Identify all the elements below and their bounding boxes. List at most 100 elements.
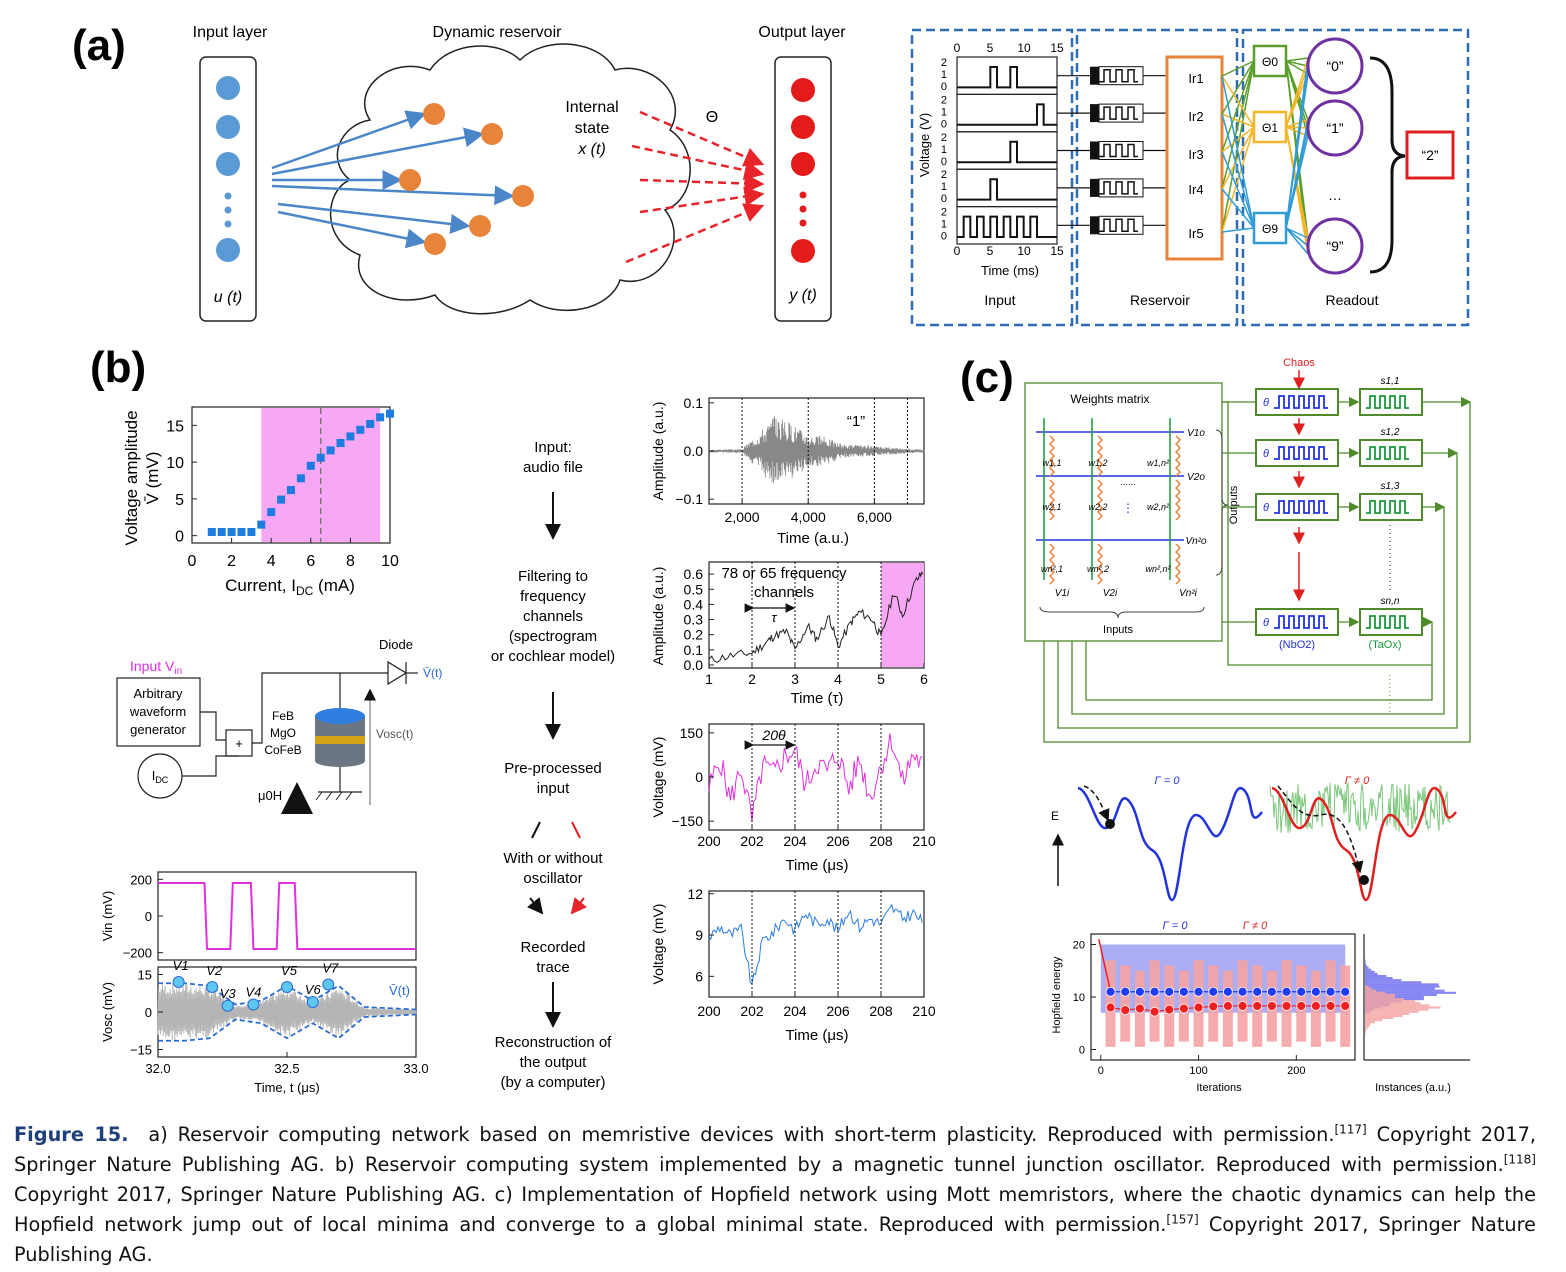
input-node [216, 152, 240, 176]
chart-audio: 2,000 4,000 6,000 0.1 0.0 −0.1 Amplitude (a.u… [650, 395, 925, 547]
histogram-bar-gamma-zero [1365, 983, 1439, 986]
series-point [1222, 986, 1233, 997]
histogram-bar-gamma-nonzero [1365, 987, 1372, 990]
v-in-label: Vn²i [1179, 588, 1198, 599]
readout-weight [1221, 126, 1255, 190]
tick-label: 0.3 [684, 612, 704, 628]
histogram-bar-gamma-nonzero [1365, 1008, 1429, 1011]
tick-label: −15 [130, 1043, 152, 1058]
flow-step-text: Pre-processed [504, 760, 602, 777]
chart-spectrogram: 1 2 3 4 5 6 0.60.50.40.30.20.10.0 Amplitude (a… [650, 561, 928, 707]
tick-label: 2,000 [725, 509, 760, 525]
tick-label: 1 [941, 69, 947, 81]
marker [221, 999, 234, 1012]
tick-label: 206 [826, 833, 850, 849]
caption-ref-a[interactable]: [117] [1334, 1122, 1367, 1137]
s-label: s1,2 [1381, 427, 1400, 438]
tick-label: 200 [130, 872, 152, 887]
series-point [1164, 1004, 1175, 1015]
tick-label: 200 [697, 833, 721, 849]
theta9-box [1252, 211, 1288, 245]
weight-label: wn²,1 [1041, 564, 1063, 574]
marker-label: V3 [220, 986, 237, 1001]
weight-label: w2,n² [1147, 502, 1170, 512]
tick-label: 0.4 [684, 596, 704, 612]
weight-resistor [1174, 479, 1182, 521]
panel-label-c: (c) [960, 353, 1014, 402]
tick-label: 2 [227, 553, 236, 570]
series-point [1120, 986, 1131, 997]
tick-label: 0 [145, 1005, 152, 1020]
histogram-bar-gamma-nonzero [1365, 985, 1369, 988]
feedback-loop [1043, 402, 1471, 743]
svg-text:Θ1: Θ1 [1262, 121, 1278, 135]
panel-label-b: (b) [90, 343, 146, 392]
tick-label: 204 [783, 1003, 807, 1019]
svg-text:Θ9: Θ9 [1262, 222, 1278, 236]
pulse-row-frame [956, 168, 1058, 208]
input-layer-title: Input layer [193, 24, 268, 41]
oscillation-trace [1274, 446, 1328, 460]
caption-ref-c[interactable]: [157] [1166, 1212, 1199, 1227]
histogram-bar-gamma-zero [1365, 977, 1393, 980]
flow-step-text: input [537, 780, 570, 797]
svg-text:Time (a.u.): Time (a.u.) [777, 530, 849, 547]
feedback-loop [1057, 453, 1458, 729]
caption-ref-b[interactable]: [118] [1503, 1152, 1536, 1167]
device-electrode [1090, 104, 1099, 123]
weight-resistor [1174, 435, 1182, 477]
svg-text:…: … [1328, 187, 1342, 203]
tick-label: 0.6 [684, 566, 704, 582]
theta-label: θ [1263, 617, 1269, 629]
range-bar-gamma-nonzero [1237, 960, 1248, 1042]
output-node [791, 115, 815, 139]
internal-state-3: x (t) [577, 141, 606, 158]
histogram-bar-gamma-nonzero [1365, 1016, 1394, 1020]
pulse-row-frame [956, 93, 1058, 133]
vin-ylabel: Vin (mV) [100, 891, 115, 941]
weight-resistor [1096, 435, 1104, 477]
output-layer-box [774, 56, 832, 322]
box-input-label: Input [984, 292, 1015, 308]
vosc-label: Vosc(t) [376, 727, 413, 741]
chart-vin: 200 0 −200 Vin (mV) [100, 871, 417, 961]
data-point [316, 453, 325, 462]
histogram-bar-gamma-nonzero [1365, 991, 1386, 994]
memristor-symbol [1099, 68, 1138, 83]
recorded-trace [708, 903, 923, 985]
box-reservoir-label: Reservoir [1130, 292, 1190, 308]
theta-label: θ [1263, 502, 1269, 514]
svg-text:Γ = 0: Γ = 0 [1163, 920, 1189, 932]
series-point [1266, 1001, 1277, 1011]
marker-label: V2 [206, 963, 223, 978]
data-point [267, 508, 276, 517]
tick-label: 6 [306, 553, 315, 570]
tick-label: −150 [671, 813, 703, 829]
oscillation-trace [1274, 500, 1328, 514]
histogram-bar-gamma-zero [1365, 966, 1369, 969]
series-point [1178, 1003, 1189, 1014]
pulse-trace [957, 66, 1057, 89]
readout-weight [1221, 188, 1255, 229]
panel-a-memristor-rc: 0 5 10 15 0 5 10 15 Time (ms) Voltage (V… [910, 28, 1470, 327]
tick-label: 1 [941, 144, 947, 156]
histogram-bar-gamma-zero [1365, 981, 1422, 984]
marker [281, 981, 293, 993]
chart1-ylabel-1: Voltage amplitude [122, 410, 141, 545]
reservoir-node [399, 169, 421, 191]
histogram-bar-gamma-nonzero [1365, 1029, 1367, 1032]
histogram-bar-gamma-zero [1365, 987, 1435, 990]
tick-label: 1 [941, 181, 947, 193]
s-label: sn,n [1381, 596, 1400, 607]
tick-label: 10 [166, 455, 184, 472]
readout-link [1285, 135, 1309, 229]
output-0 [1306, 37, 1364, 95]
svg-text:Time (τ): Time (τ) [791, 690, 844, 707]
vin-trace [158, 882, 416, 950]
data-point [296, 474, 305, 483]
readout-weight [1221, 75, 1255, 128]
histogram-bar-gamma-zero [1365, 985, 1440, 988]
svg-text:Weights matrix: Weights matrix [1070, 392, 1149, 406]
